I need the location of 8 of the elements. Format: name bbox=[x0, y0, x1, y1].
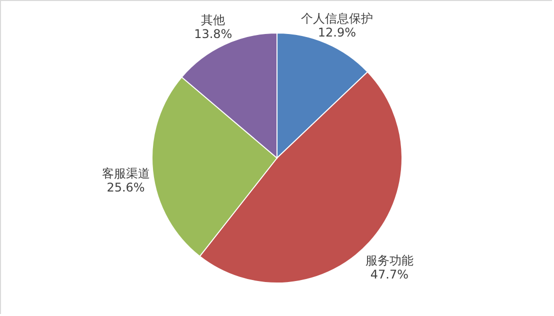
slice-label: 其他 bbox=[201, 13, 226, 28]
data-label: 12.9% bbox=[318, 25, 356, 40]
slice-label: 服务功能 bbox=[365, 253, 414, 268]
data-label: 13.8% bbox=[194, 27, 232, 42]
data-label: 25.6% bbox=[106, 180, 145, 194]
slice-label: 客服渠道 bbox=[102, 166, 150, 180]
data-label: 47.7% bbox=[370, 267, 408, 282]
slice-label: 个人信息保护 bbox=[300, 11, 373, 26]
